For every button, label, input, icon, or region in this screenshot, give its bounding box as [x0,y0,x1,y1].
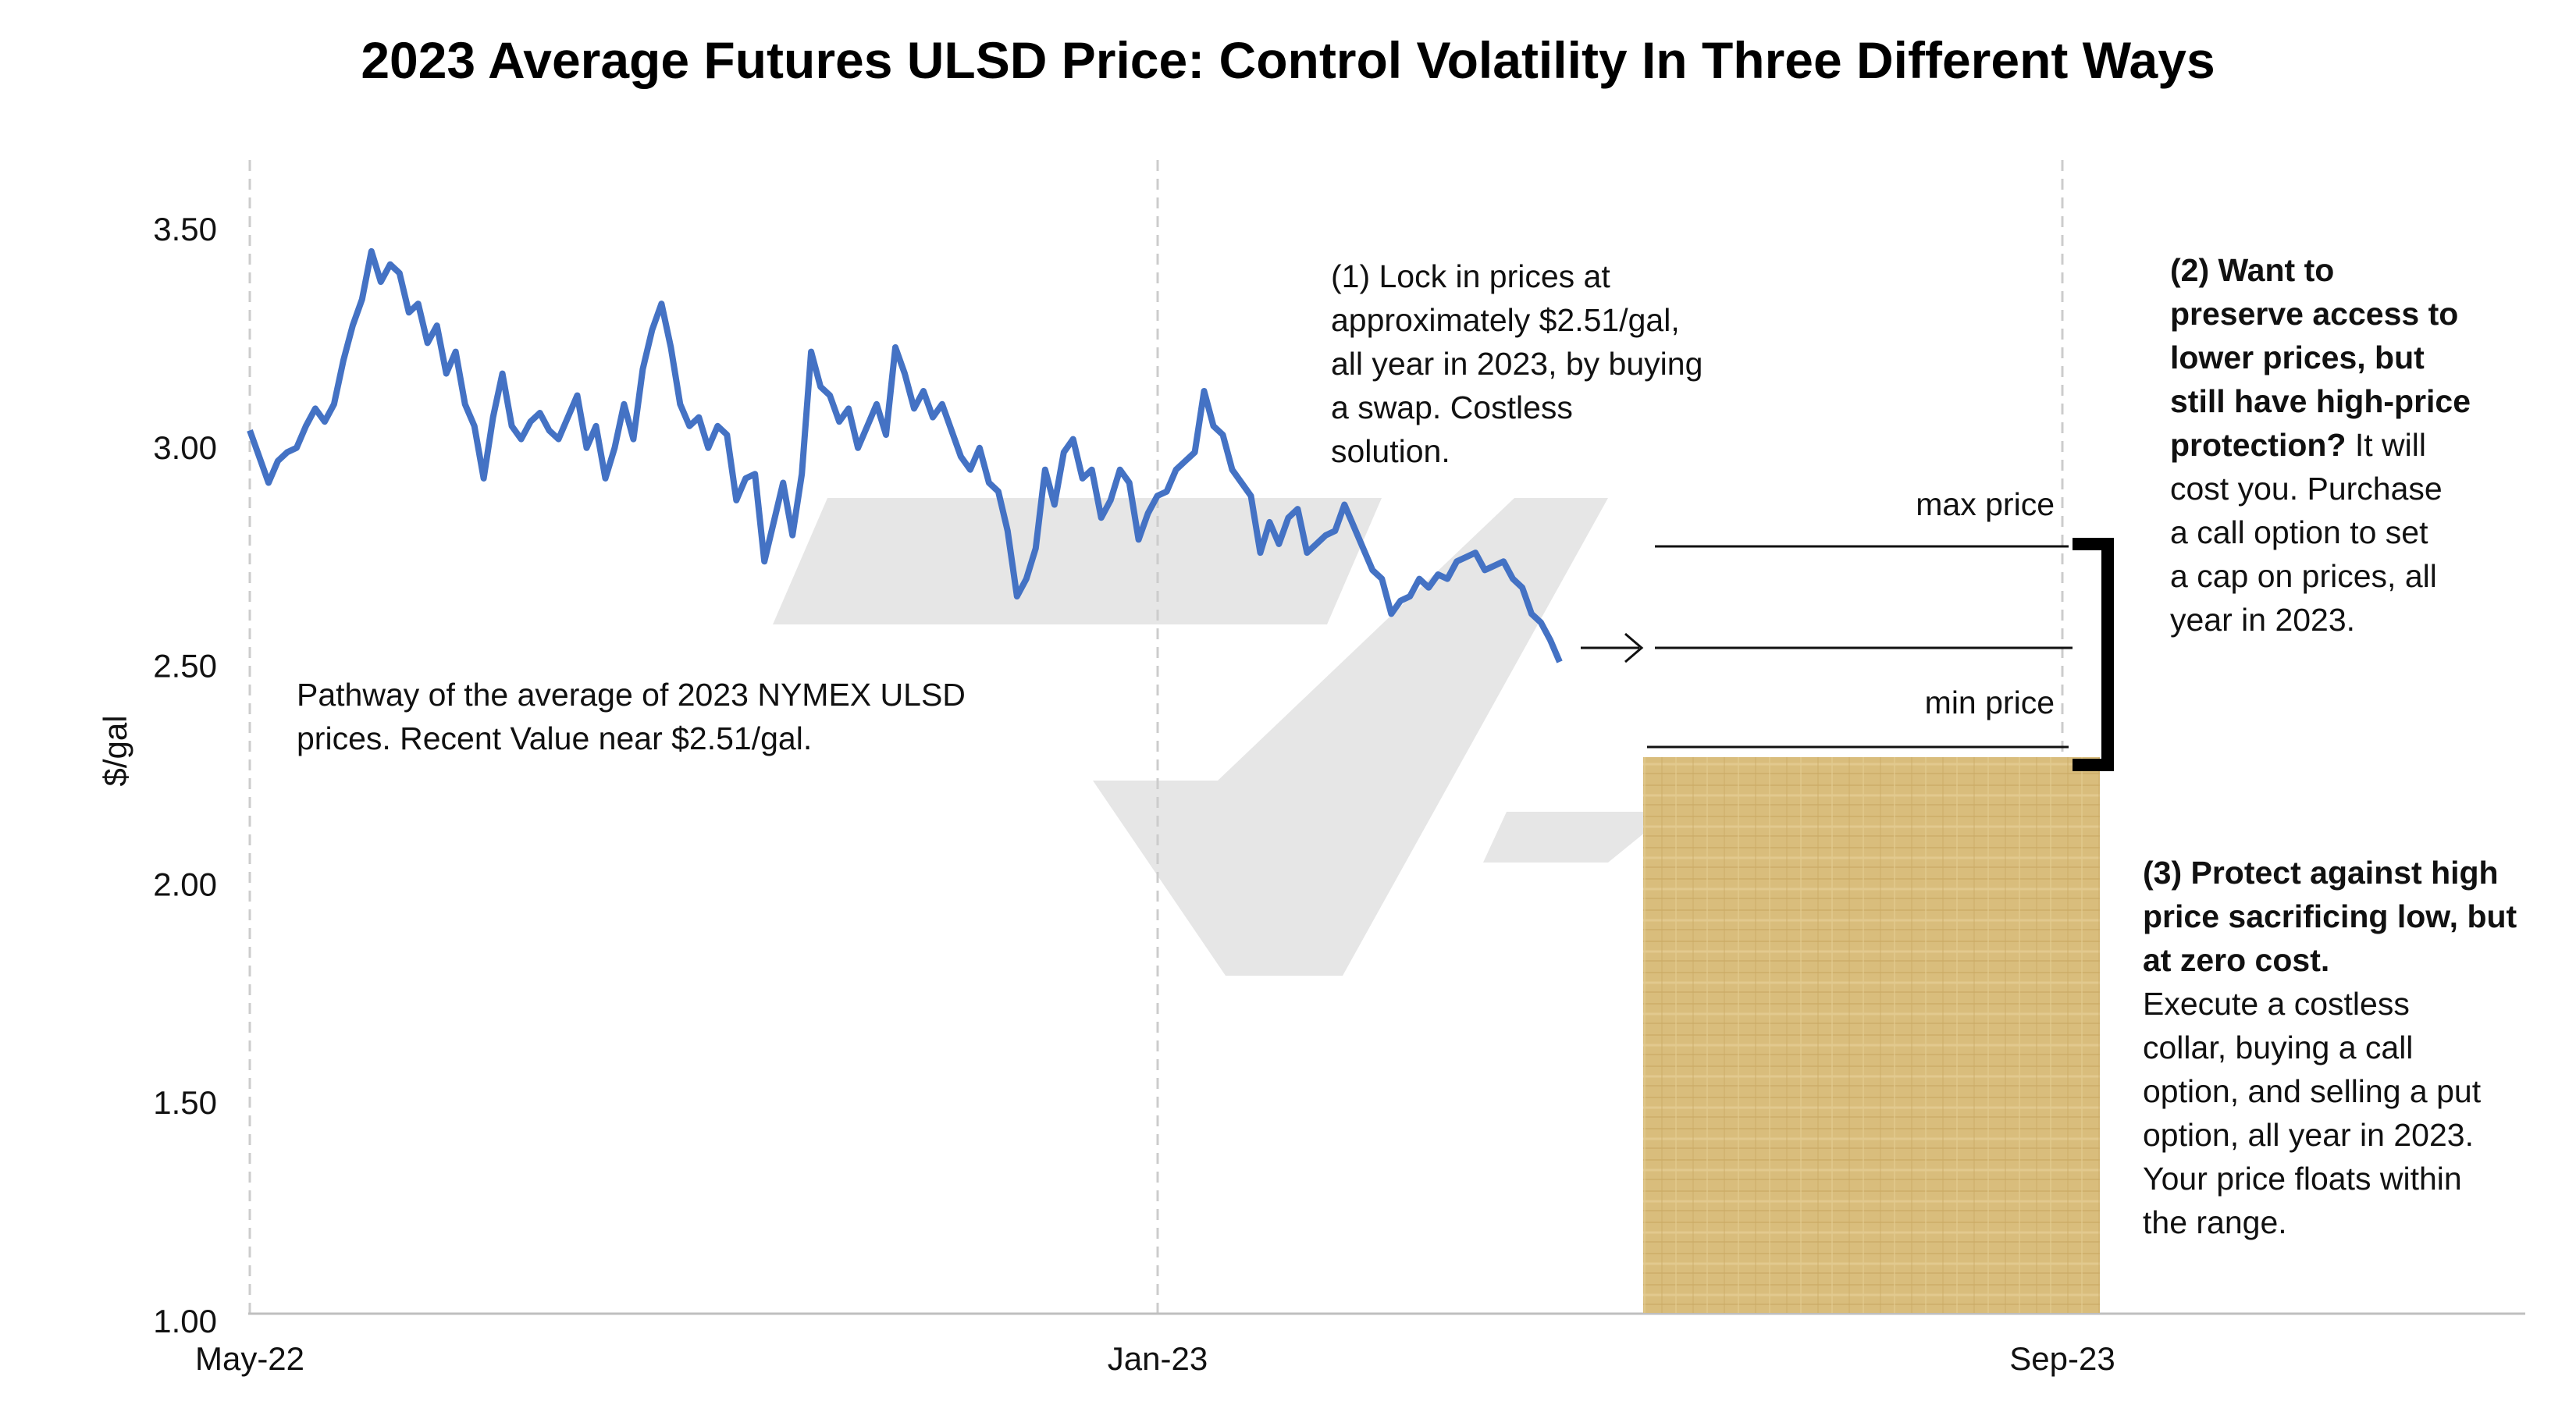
x-tick-label: Jan-23 [1108,1340,1208,1377]
y-tick-label: 3.50 [153,211,217,247]
y-tick-label: 2.50 [153,648,217,685]
y-axis-ticks: 1.00 1.50 2.00 2.50 3.00 3.50 [153,211,217,1339]
y-tick-label: 3.00 [153,429,217,466]
collar-range-box [1643,757,2100,1313]
call-option-note-body: It will cost you. Purchase a call option… [2170,427,2443,638]
collar-note-heading: (3) Protect against high price sacrifici… [2143,855,2517,978]
collar-note: (3) Protect against high price sacrifici… [2143,851,2517,1244]
watermark-logo [773,498,1670,976]
collar-bracket [2073,538,2114,771]
x-tick-label: May-22 [195,1340,304,1377]
chart-title: 2023 Average Futures ULSD Price: Control… [361,31,2215,89]
x-tick-label: Sep-23 [2009,1340,2115,1377]
price-level-lines [1647,545,2073,749]
x-axis-ticks: May-22 Jan-23 Sep-23 [195,1340,2115,1377]
swap-note: (1) Lock in prices at approximately $2.5… [1331,258,1703,469]
max-price-label: max price [1916,486,2055,522]
y-tick-label: 2.00 [153,866,217,902]
call-option-note-heading: (2) Want to preserve access to lower pri… [2170,252,2471,463]
call-option-note: (2) Want to preserve access to lower pri… [2170,248,2471,642]
y-axis-label: $/gal [97,715,133,786]
pathway-note: Pathway of the average of 2023 NYMEX ULS… [297,677,966,756]
series-line [247,247,1563,663]
collar-note-body: Execute a costless collar, buying a call… [2143,986,2482,1240]
arrow-icon [1581,632,1644,663]
y-tick-label: 1.50 [153,1084,217,1121]
y-tick-label: 1.00 [153,1303,217,1339]
min-price-label: min price [1925,685,2055,720]
